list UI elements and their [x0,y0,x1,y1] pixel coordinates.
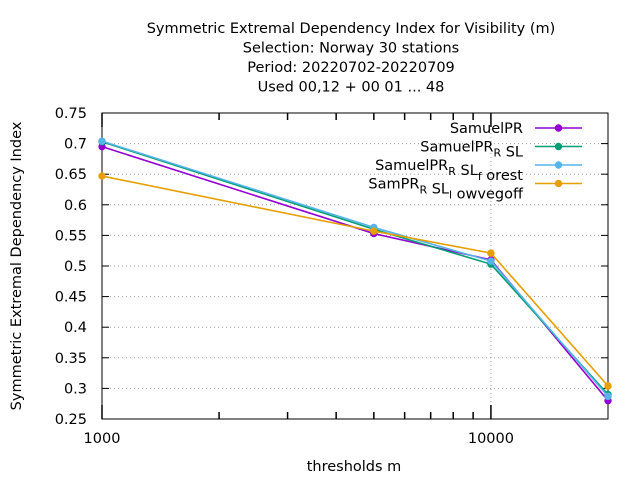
legend-marker [554,161,563,169]
data-point [487,257,495,265]
legend-marker [554,179,563,188]
legend-marker [554,142,563,151]
y-tick-label: 0.55 [55,228,87,244]
legend-label: SamuelPR [450,121,523,137]
legend-label: SamuelPRR SL [420,140,523,161]
data-point [487,249,495,257]
series-2 [98,137,612,401]
series-line [101,175,609,387]
series-3 [98,172,612,390]
legend-entry: SamuelPRR SL [420,140,582,161]
series-0 [98,142,612,405]
title-line: Symmetric Extremal Dependency Index for … [147,21,556,37]
series-line [101,140,609,397]
series-1 [98,138,612,399]
data-point [98,137,106,145]
data-point [98,172,106,180]
axes: 0.25 0.3 0.35 0.4 0.45 0.5 0.55 0.6 0.65 0.7 0.75 1… [55,106,609,447]
data-point [604,382,612,390]
x-tick-label: 1000 [84,431,121,447]
series-line [101,145,609,402]
y-tick-label: 0.5 [64,259,87,275]
x-axis-label: thresholds m [307,459,402,475]
chart-title: Symmetric Extremal Dependency Index for … [147,21,556,96]
grid [102,113,608,419]
x-tick-label: 10000 [468,431,514,447]
y-tick-label: 0.3 [64,381,87,397]
legend-marker [554,124,563,132]
y-tick-label: 0.6 [64,198,87,214]
legend-label: SamPRR SLl owvegoff [368,177,524,203]
y-axis-label: Symmetric Extremal Dependency Index [9,121,25,410]
y-tick-label: 0.65 [55,167,87,183]
y-tick-label: 0.25 [55,412,87,428]
title-line: Period: 20220702-20220709 [247,60,455,76]
data-point [604,392,612,401]
series-line [101,141,609,396]
legend-label: SamuelPRR SLf orest [375,158,523,184]
y-tick-label: 0.4 [64,320,87,336]
y-tick-label: 0.35 [55,351,87,367]
y-tick-label: 0.7 [64,137,87,153]
title-line: Selection: Norway 30 stations [243,41,459,57]
title-line: Used 00,12 + 00 01 ... 48 [258,80,445,96]
y-tick-label: 0.75 [55,106,87,122]
legend-entry: SamuelPRR SLf orest [375,158,582,184]
legend-entry: SamPRR SLl owvegoff [368,177,582,203]
series-lines [98,137,612,405]
legend-entry: SamuelPR [450,121,582,137]
data-point [370,227,378,235]
y-tick-label: 0.45 [55,290,87,306]
